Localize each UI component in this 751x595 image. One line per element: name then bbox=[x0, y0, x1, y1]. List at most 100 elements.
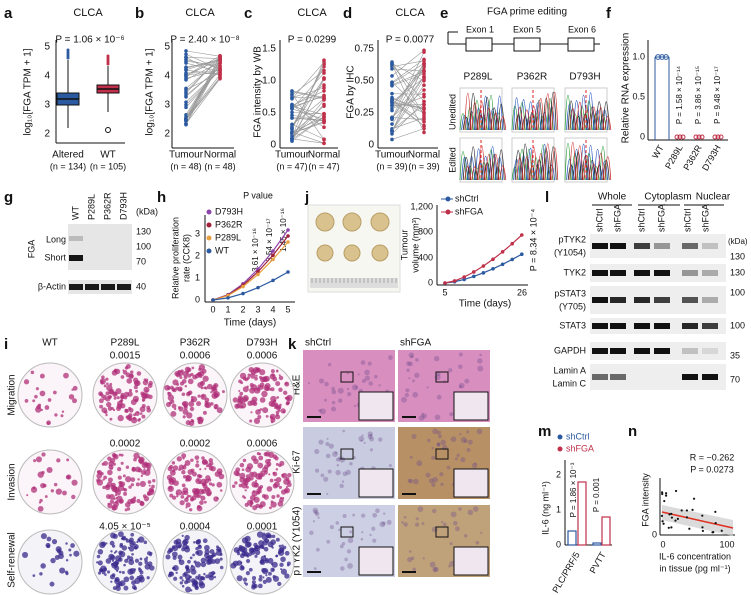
stain bbox=[194, 561, 202, 568]
stain bbox=[119, 544, 123, 548]
stain bbox=[120, 461, 124, 465]
nucleus bbox=[341, 480, 345, 483]
stain bbox=[179, 388, 183, 392]
stain bbox=[203, 500, 207, 504]
stain bbox=[262, 576, 265, 579]
stain bbox=[120, 395, 124, 400]
stain bbox=[264, 559, 269, 564]
stain bbox=[144, 557, 148, 562]
pair-line bbox=[291, 138, 325, 144]
stain bbox=[181, 547, 186, 552]
dot bbox=[66, 48, 70, 52]
dot bbox=[290, 137, 294, 142]
stain bbox=[144, 560, 149, 565]
stain bbox=[50, 557, 56, 564]
dot bbox=[670, 526, 673, 529]
exon bbox=[465, 37, 493, 52]
dot bbox=[661, 492, 664, 496]
label: 4 bbox=[270, 304, 275, 314]
nucleus bbox=[360, 439, 363, 442]
roi bbox=[340, 371, 354, 383]
stain bbox=[169, 548, 173, 552]
label: P value bbox=[243, 190, 273, 200]
label: pSTAT3 bbox=[554, 288, 586, 298]
band bbox=[682, 270, 698, 276]
dot bbox=[422, 72, 426, 76]
nucleus bbox=[432, 566, 438, 573]
label: 2 bbox=[44, 129, 50, 140]
stain bbox=[123, 491, 128, 496]
pair-line bbox=[185, 69, 221, 76]
stain bbox=[68, 394, 75, 400]
stain bbox=[199, 582, 206, 589]
label: 130 bbox=[730, 267, 745, 277]
stain bbox=[204, 544, 210, 551]
stain bbox=[130, 483, 134, 487]
pair-line bbox=[185, 61, 221, 81]
stain bbox=[275, 554, 279, 558]
label: 0.0015 bbox=[110, 351, 141, 362]
label: Exon 6 bbox=[568, 24, 596, 34]
stain bbox=[183, 403, 188, 408]
stain bbox=[137, 418, 141, 422]
stain bbox=[186, 494, 190, 498]
nucleus bbox=[480, 531, 483, 534]
pair-line bbox=[185, 55, 221, 76]
nucleus bbox=[364, 375, 371, 381]
label: shFGA bbox=[400, 338, 431, 349]
label: Lamin A bbox=[553, 365, 586, 375]
dot bbox=[662, 522, 665, 525]
stain bbox=[103, 384, 107, 388]
stain bbox=[39, 498, 43, 503]
stain bbox=[122, 474, 126, 478]
stain bbox=[112, 561, 119, 568]
dot bbox=[390, 122, 394, 126]
stain bbox=[281, 544, 284, 547]
stain bbox=[167, 573, 172, 578]
stain bbox=[62, 490, 67, 496]
label: D793H bbox=[569, 72, 600, 83]
stain bbox=[251, 455, 257, 461]
stain bbox=[256, 387, 261, 392]
stain bbox=[218, 471, 223, 476]
dish bbox=[229, 449, 295, 515]
stain bbox=[259, 369, 266, 376]
stain bbox=[249, 475, 254, 481]
stain bbox=[130, 477, 136, 482]
stain bbox=[139, 412, 143, 415]
label: shFGA bbox=[455, 206, 483, 216]
stain bbox=[190, 565, 196, 571]
stain bbox=[243, 551, 249, 557]
stain bbox=[253, 417, 261, 425]
pair-line bbox=[291, 124, 325, 140]
label: P = 1.06 × 10⁻⁶ bbox=[55, 35, 124, 46]
stain bbox=[281, 472, 288, 479]
stain bbox=[172, 566, 176, 570]
nucleus bbox=[458, 364, 463, 370]
pair-line bbox=[185, 63, 221, 121]
stain bbox=[47, 398, 52, 402]
pair-line bbox=[291, 113, 325, 136]
stain bbox=[133, 543, 139, 550]
band bbox=[592, 323, 608, 329]
label: 0 bbox=[428, 277, 433, 287]
dot bbox=[422, 74, 426, 79]
stain bbox=[98, 398, 104, 404]
nucleus bbox=[325, 453, 331, 459]
stain bbox=[266, 486, 273, 492]
stain bbox=[30, 370, 35, 375]
stain bbox=[40, 533, 47, 540]
dot bbox=[712, 134, 718, 140]
label: shFGA bbox=[566, 443, 594, 453]
nucleus bbox=[434, 414, 441, 421]
stain bbox=[111, 506, 116, 511]
nucleus bbox=[403, 522, 408, 527]
stain bbox=[140, 474, 144, 478]
dot bbox=[290, 92, 294, 96]
stain bbox=[171, 461, 176, 465]
label: FGA intensity by WB bbox=[253, 46, 264, 138]
stain bbox=[181, 584, 185, 588]
pair-line bbox=[291, 90, 325, 98]
dot bbox=[390, 80, 394, 84]
dish bbox=[17, 529, 83, 595]
